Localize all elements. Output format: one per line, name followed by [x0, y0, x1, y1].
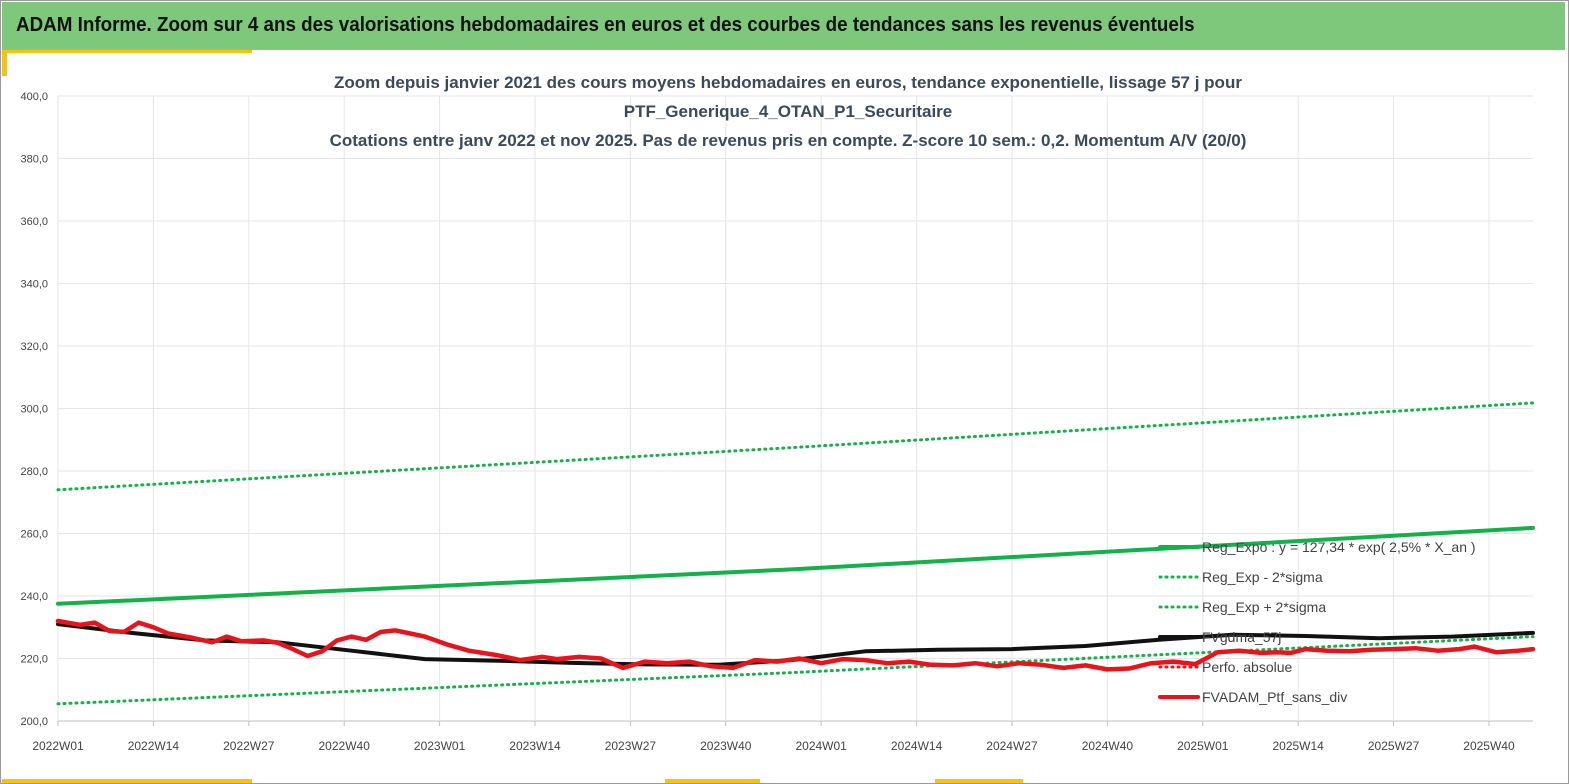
y-tick-label: 360,0 [20, 216, 48, 228]
x-tick-label: 2022W14 [128, 739, 180, 753]
legend-entry: Reg_Expo : y = 127,34 * exp( 2,5% * X_an… [1202, 539, 1476, 555]
x-tick-label: 2023W14 [509, 739, 561, 753]
x-tick-label: 2024W27 [986, 739, 1038, 753]
x-tick-label: 2023W40 [700, 739, 752, 753]
y-tick-label: 320,0 [20, 341, 48, 353]
legend-entry: Perfo. absolue [1202, 659, 1292, 675]
y-tick-label: 240,0 [20, 591, 48, 603]
header-bar: ADAM Informe. Zoom sur 4 ans des valoris… [2, 2, 1565, 50]
y-tick-label: 220,0 [20, 654, 48, 666]
x-tick-label: 2025W14 [1272, 739, 1324, 753]
x-tick-label: 2023W27 [605, 739, 657, 753]
gridlines [57, 95, 1533, 722]
chart-title-line-3: Cotations entre janv 2022 et nov 2025. P… [330, 131, 1247, 150]
x-tick-label: 2024W14 [891, 739, 943, 753]
accent-bar-bottom-right [935, 779, 1023, 783]
x-tick-label: 2022W01 [32, 739, 84, 753]
y-tick-label: 260,0 [20, 529, 48, 541]
series-line-3 [56, 401, 1535, 492]
chart-title-line-1: Zoom depuis janvier 2021 des cours moyen… [334, 73, 1242, 92]
axes: 400,0 380,0 360,0 340,0 320,0 300,0 280,0 260,0… [20, 91, 1515, 753]
y-tick-label: 280,0 [20, 466, 48, 478]
chart-legend: Reg_Expo : y = 127,34 * exp( 2,5% * X_an… [1158, 539, 1476, 705]
legend-entry: Reg_Exp - 2*sigma [1202, 569, 1323, 585]
y-tick-label: 300,0 [20, 404, 48, 416]
legend-entry: Reg_Exp + 2*sigma [1202, 599, 1326, 615]
legend-entry: FVADAM_Ptf_sans_div [1202, 689, 1347, 705]
x-tick-label: 2024W01 [795, 739, 847, 753]
series-line-1 [56, 525, 1535, 606]
x-tick-label: 2022W27 [223, 739, 275, 753]
x-tick-label: 2024W40 [1082, 739, 1134, 753]
page-title: ADAM Informe. Zoom sur 4 ans des valoris… [16, 14, 1195, 36]
series-line-2 [56, 635, 1535, 706]
accent-bar-bottom-left [2, 779, 252, 783]
x-tick-label: 2023W01 [414, 739, 466, 753]
y-tick-label: 200,0 [20, 716, 48, 728]
series-line-6 [55, 618, 1536, 672]
legend-entry: FVgdma_57j [1202, 629, 1281, 645]
x-tick-label: 2025W27 [1368, 739, 1420, 753]
x-tick-label: 2025W40 [1463, 739, 1515, 753]
y-tick-label: 400,0 [20, 91, 48, 103]
y-tick-label: 340,0 [20, 279, 48, 291]
x-tick-label: 2022W40 [319, 739, 371, 753]
y-tick-label: 380,0 [20, 154, 48, 166]
chart-title-line-2: PTF_Generique_4_OTAN_P1_Securitaire [624, 102, 953, 121]
accent-bar-top-left [2, 50, 7, 76]
accent-bar-bottom-mid [665, 779, 760, 783]
chart-title: Zoom depuis janvier 2021 des cours moyen… [330, 73, 1247, 150]
plot-series [55, 401, 1536, 706]
x-tick-label: 2025W01 [1177, 739, 1229, 753]
accent-bar-top-strip [2, 50, 252, 53]
